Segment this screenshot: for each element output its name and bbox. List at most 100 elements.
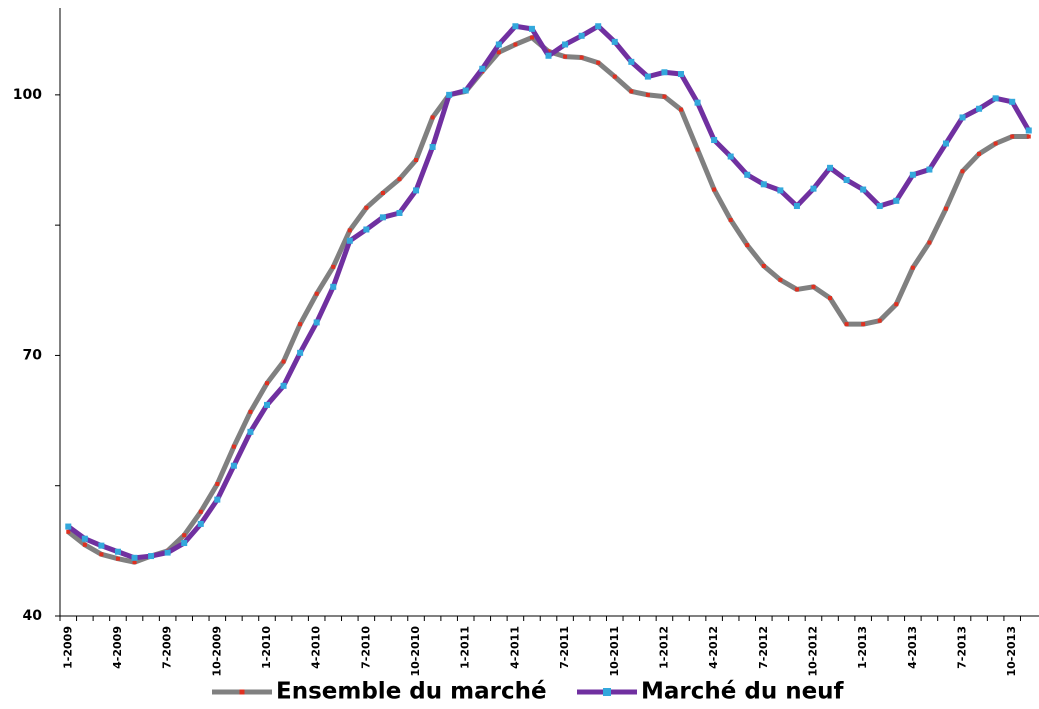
x-tick-label: 10-2009 — [210, 626, 223, 677]
x-tick-label: 1-2011 — [459, 626, 472, 669]
series-marker — [148, 553, 155, 560]
x-tick-label: 7-2012 — [757, 626, 770, 669]
series-marker — [1026, 134, 1031, 139]
x-tick-label: 1-2012 — [657, 626, 670, 669]
series-marker — [844, 322, 849, 327]
series-marker — [313, 319, 320, 326]
series-marker — [595, 23, 602, 30]
series-line — [66, 35, 1029, 565]
series-marker — [297, 349, 304, 356]
series-marker — [230, 462, 237, 469]
series-marker — [529, 35, 534, 40]
series-marker — [264, 401, 270, 408]
series-marker — [479, 65, 486, 72]
x-tick-label: 4-2010 — [310, 626, 323, 669]
series-marker — [778, 277, 783, 282]
legend-marker — [603, 688, 611, 696]
series-marker — [909, 171, 916, 178]
series-marker — [943, 206, 948, 211]
series-marker — [678, 71, 684, 78]
series-marker — [744, 171, 751, 178]
series-marker — [611, 38, 618, 45]
series-marker — [894, 302, 899, 307]
series-marker — [645, 92, 650, 97]
series-marker — [513, 42, 518, 47]
series-marker — [446, 91, 453, 98]
series-marker — [694, 99, 701, 106]
series-marker — [695, 147, 700, 152]
y-tick-label: 40 — [23, 608, 43, 624]
y-tick-label: 70 — [23, 347, 43, 363]
series-marker — [413, 187, 420, 194]
series-marker — [430, 115, 435, 120]
series-line — [66, 23, 1031, 561]
series-marker — [114, 548, 121, 555]
series-marker — [644, 73, 651, 80]
series-marker — [1010, 134, 1015, 139]
x-tick-label: 10-2011 — [608, 626, 621, 677]
series-marker — [993, 141, 998, 146]
series-marker — [960, 169, 965, 174]
x-tick-label: 1-2010 — [260, 626, 273, 669]
series-marker — [66, 529, 71, 534]
series-marker — [827, 164, 834, 171]
series-marker — [495, 41, 502, 48]
series-marker — [828, 296, 833, 301]
series-marker — [280, 382, 287, 389]
series-marker — [65, 523, 72, 530]
legend-label: Marché du neuf — [641, 679, 845, 705]
x-tick-label: 7-2010 — [359, 626, 372, 669]
series-marker — [81, 535, 88, 542]
series-marker — [578, 32, 585, 39]
x-tick-label: 7-2011 — [558, 626, 571, 669]
x-tick-label: 7-2013 — [956, 626, 969, 669]
series-marker — [942, 140, 949, 147]
series-marker — [629, 89, 634, 94]
x-tick-label: 1-2009 — [61, 626, 74, 669]
series-marker — [562, 41, 569, 48]
series-marker — [164, 549, 171, 556]
series-marker — [579, 55, 584, 60]
series-marker — [612, 74, 617, 79]
series-marker — [628, 58, 635, 65]
series-marker — [927, 240, 932, 245]
series-marker — [197, 520, 204, 527]
series-marker — [977, 151, 982, 156]
series-marker — [512, 23, 519, 30]
series-marker — [248, 409, 253, 414]
series-marker — [761, 263, 766, 268]
series-marker — [745, 243, 750, 248]
series-marker — [346, 237, 353, 244]
series-marker — [777, 187, 784, 194]
x-tick-label: 4-2013 — [906, 626, 919, 669]
x-tick-label: 10-2012 — [806, 626, 819, 677]
x-tick-label: 4-2012 — [707, 626, 720, 669]
series-marker — [545, 52, 552, 59]
x-tick-label: 10-2010 — [409, 626, 422, 677]
series-marker — [214, 496, 221, 503]
series-marker — [1009, 98, 1016, 105]
x-tick-label: 4-2009 — [111, 626, 124, 669]
series-marker — [976, 105, 983, 112]
series-marker — [661, 69, 668, 76]
series-marker — [711, 137, 718, 144]
series-marker — [364, 205, 369, 210]
series-marker — [712, 187, 717, 192]
series-marker — [727, 153, 734, 160]
series-marker — [811, 284, 816, 289]
series-marker — [429, 143, 436, 150]
series-marker — [414, 158, 419, 162]
series-marker — [876, 203, 883, 210]
series-marker — [215, 481, 220, 486]
series-marker — [893, 197, 900, 204]
series-marker — [247, 428, 254, 435]
series-marker — [528, 25, 535, 32]
series-marker — [1025, 127, 1032, 134]
x-tick-label: 7-2009 — [161, 626, 174, 669]
series-marker — [379, 214, 386, 221]
series-marker — [298, 322, 303, 327]
series-marker — [181, 540, 188, 547]
series-marker — [131, 554, 138, 561]
series-marker — [760, 181, 767, 188]
